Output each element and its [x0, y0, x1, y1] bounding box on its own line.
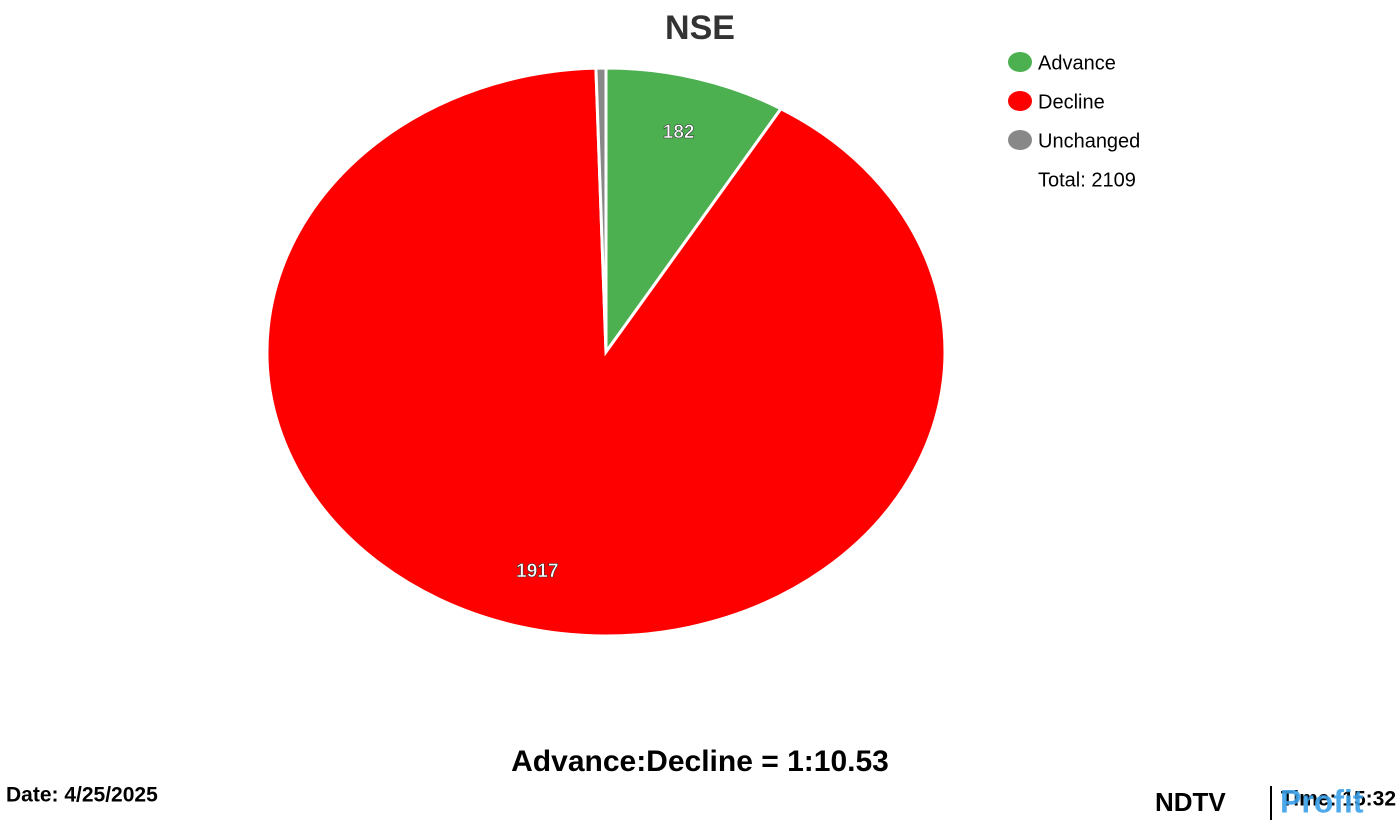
legend-label: Decline [1038, 91, 1105, 113]
total-label: Total: 2109 [1038, 169, 1136, 191]
logo-profit: Profit [1280, 783, 1364, 819]
pie: 182 1917 [265, 66, 947, 638]
data-label: 1917 [516, 561, 558, 582]
pie-slice [594, 66, 608, 353]
legend: Advance Decline Unchanged [1008, 52, 1140, 152]
ratio-label: Advance:Decline = 1:10.53 [511, 745, 889, 778]
chart-title: NSE [665, 9, 735, 47]
date-label: Date: 4/25/2025 [6, 784, 158, 807]
legend-swatch [1008, 91, 1032, 111]
logo-ndtv: NDTV [1155, 787, 1226, 817]
legend-label: Advance [1038, 52, 1116, 74]
pie-slice [604, 66, 784, 357]
data-label: 182 [663, 122, 695, 143]
legend-swatch [1008, 52, 1032, 72]
legend-swatch [1008, 130, 1032, 150]
pie-slice [265, 66, 947, 638]
legend-label: Unchanged [1038, 130, 1140, 152]
time-label: Time: 15:32 [1281, 788, 1396, 811]
